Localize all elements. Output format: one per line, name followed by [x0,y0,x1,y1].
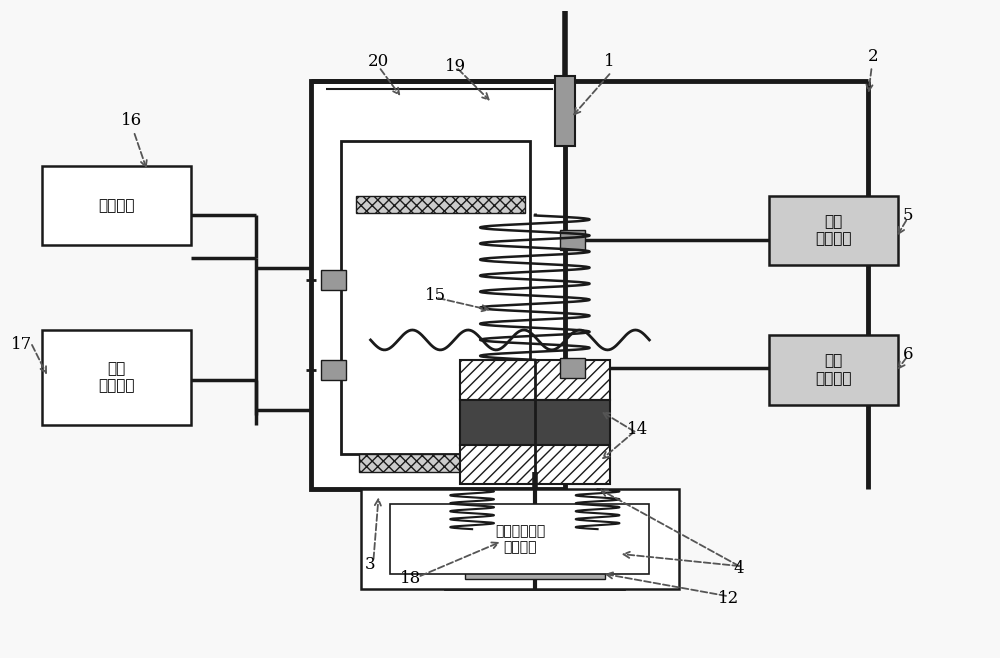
Bar [341,141,530,455]
Bar [321,270,346,290]
Text: 2: 2 [868,47,879,64]
Text: 6: 6 [903,346,914,363]
Bar [560,230,585,250]
Text: 1: 1 [604,53,615,70]
Bar [390,504,649,574]
Bar [465,539,605,579]
Text: 20: 20 [368,53,389,70]
Bar [460,360,610,399]
Text: 3: 3 [365,555,376,572]
Bar [42,330,191,424]
Bar [560,358,585,378]
Text: 12: 12 [718,590,740,607]
Bar [361,490,679,589]
Text: 振动器电源及
控制系统: 振动器电源及 控制系统 [495,524,545,554]
Text: 18: 18 [400,570,421,588]
Bar [460,399,610,445]
Text: 4: 4 [734,561,744,578]
Bar [321,360,346,380]
Text: 5: 5 [903,207,914,224]
Bar [769,335,898,405]
Bar [356,195,525,213]
Text: 盐雾
发生装置: 盐雾 发生装置 [815,215,852,247]
Bar [555,76,575,146]
Text: 结温
测量装置: 结温 测量装置 [98,361,135,393]
Text: 19: 19 [445,58,466,74]
Bar [311,81,565,490]
Text: 17: 17 [11,336,33,353]
Text: 16: 16 [121,113,142,130]
Text: 辐射
发生装置: 辐射 发生装置 [815,353,852,386]
Text: 14: 14 [627,421,648,438]
Bar [42,166,191,245]
Text: 15: 15 [425,287,446,303]
Bar [460,445,610,484]
Bar [769,195,898,265]
Text: 加热电源: 加热电源 [98,198,135,213]
Bar [445,524,624,589]
Bar [359,455,528,472]
